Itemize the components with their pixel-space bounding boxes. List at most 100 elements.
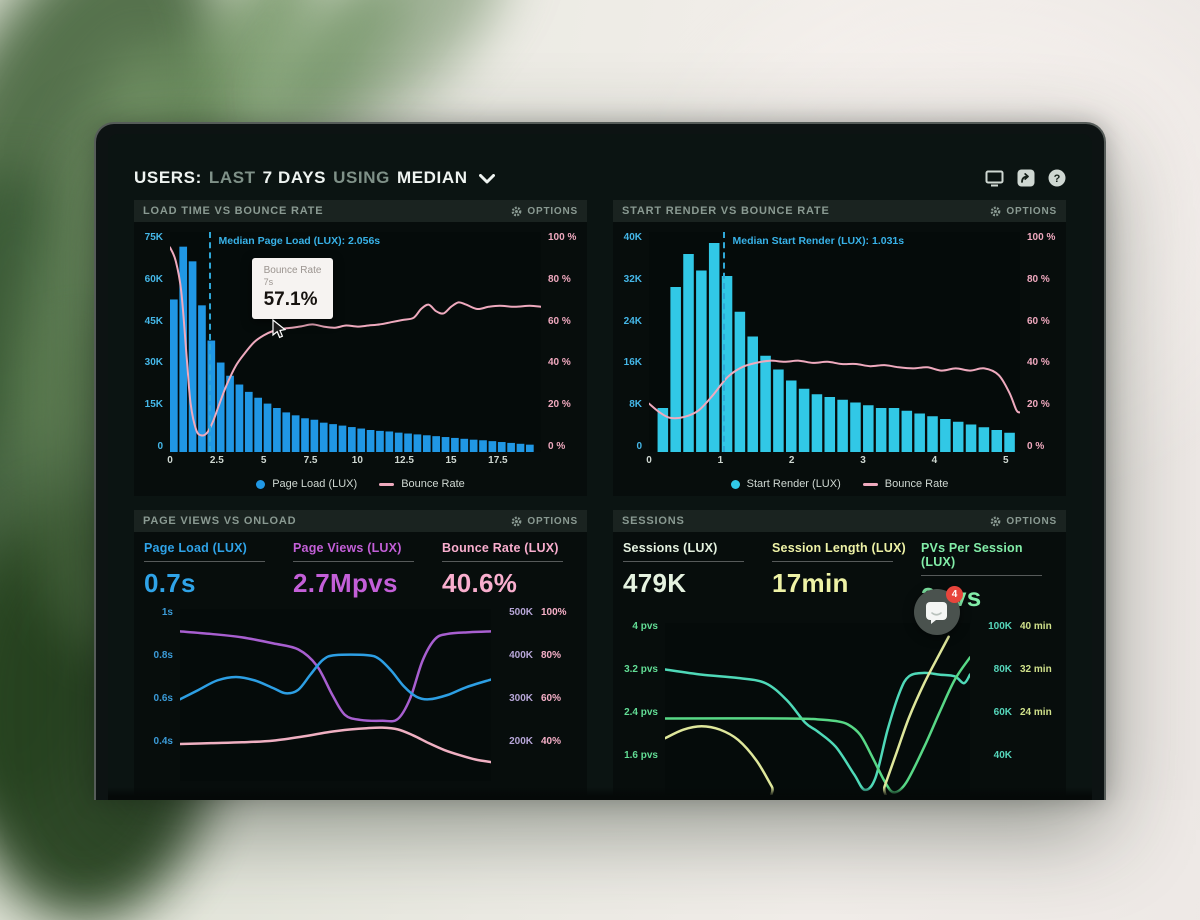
axis-tick-label: 40K xyxy=(623,232,642,243)
axis-tick-label: 80K xyxy=(993,664,1012,676)
median-label: Median Start Render (LUX): 1.031s xyxy=(732,235,905,247)
title-segment: LAST xyxy=(208,168,256,187)
x-axis: 0 2.5 5 7.5 10 12.5 15 17.5 xyxy=(167,455,541,470)
gear-icon xyxy=(512,206,522,216)
tooltip-title: Bounce Rate xyxy=(263,265,322,277)
axis-tick-label: 0.8s xyxy=(153,650,173,662)
chart-legend: Page Load (LUX) Bounce Rate xyxy=(134,472,587,496)
title-segment: 7 DAYS xyxy=(262,168,327,187)
chat-widget-button[interactable]: 4 xyxy=(914,586,963,635)
y-axis-left: 40K 32K 24K 16K 8K 0 xyxy=(613,232,649,452)
sessions-line-chart-plot[interactable] xyxy=(665,623,970,795)
axis-tick-label: 7.5 xyxy=(303,455,318,466)
axis-tick-row: 60K 24 min xyxy=(978,707,1064,718)
axis-tick-label: 20 % xyxy=(548,399,571,411)
metric-label: Page Load (LUX) xyxy=(144,541,248,555)
options-button[interactable]: OPTIONS xyxy=(511,206,578,217)
legend-item[interactable]: Page Load (LUX) xyxy=(256,478,357,490)
panel-start-render-vs-bounce-rate: START RENDER VS BOUNCE RATE OPTIONS 40K 3… xyxy=(613,200,1066,496)
legend-dot xyxy=(730,479,740,489)
metric-label: Bounce Rate (LUX) xyxy=(442,541,559,555)
axis-tick-label: 5 xyxy=(1002,455,1009,466)
axis-tick-label: 100 % xyxy=(548,232,577,243)
metric-value: 0.7s xyxy=(144,568,196,598)
axis-tick-row: 80K 32 min xyxy=(978,664,1064,675)
help-icon[interactable]: ? xyxy=(1047,169,1066,188)
axis-tick-label: 100% xyxy=(541,607,567,619)
metric-page-views: Page Views (LUX) 2.7Mpvs xyxy=(293,541,428,599)
metric-label: PVs Per Session (LUX) xyxy=(921,541,1023,569)
report-scope-dropdown[interactable]: USERS: LAST 7 DAYS USING MEDIAN xyxy=(134,168,495,188)
axis-tick-label: 1.6 pvs xyxy=(624,750,658,762)
options-button[interactable]: OPTIONS xyxy=(511,516,578,527)
axis-tick-label: 100 % xyxy=(1027,232,1056,243)
title-segment: USERS: xyxy=(134,168,202,187)
legend-line xyxy=(862,482,878,486)
axis-tick-label: 0 % xyxy=(548,440,566,452)
tooltip-value: 57.1% xyxy=(263,289,318,311)
metric-bounce-rate: Bounce Rate (LUX) 40.6% xyxy=(442,541,577,599)
options-button[interactable]: OPTIONS xyxy=(990,516,1057,527)
gear-icon xyxy=(991,206,1001,216)
header-toolbar: ? xyxy=(985,169,1066,188)
axis-tick-label: 60 % xyxy=(1027,315,1050,327)
median-marker-line xyxy=(208,232,211,452)
axis-tick-label: 80 % xyxy=(548,273,571,285)
median-label: Median Page Load (LUX): 2.056s xyxy=(218,235,381,247)
axis-tick-label: 500K xyxy=(509,607,533,619)
load-time-histogram-plot[interactable]: Median Page Load (LUX): 2.056s Bounce Ra… xyxy=(170,232,541,452)
axis-tick-label: 200K xyxy=(509,736,533,748)
metric-divider xyxy=(144,561,265,562)
legend-line xyxy=(379,482,395,486)
legend-label: Page Load (LUX) xyxy=(272,478,358,490)
median-marker-line xyxy=(722,232,725,452)
metric-page-load: Page Load (LUX) 0.7s xyxy=(144,541,279,599)
axis-tick-label: 60K xyxy=(144,273,163,285)
options-label: OPTIONS xyxy=(527,515,578,527)
metric-row: Sessions (LUX) 479K Session Length (LUX)… xyxy=(613,532,1066,619)
metric-divider xyxy=(293,561,414,562)
axis-tick-label: 0 xyxy=(157,440,163,452)
legend-item[interactable]: Start Render (LUX) xyxy=(730,478,841,490)
start-render-histogram-plot[interactable]: Median Start Render (LUX): 1.031s xyxy=(649,232,1020,452)
axis-tick-label: 15 xyxy=(445,455,457,466)
panel-header: START RENDER VS BOUNCE RATE OPTIONS xyxy=(613,200,1066,222)
y-axis-left: 4 pvs 3.2 pvs 2.4 pvs 1.6 pvs xyxy=(613,621,665,795)
y-axis-left: 75K 60K 45K 30K 15K 0 xyxy=(134,232,170,452)
metric-divider xyxy=(623,561,744,562)
panel-title: SESSIONS xyxy=(622,515,685,527)
options-button[interactable]: OPTIONS xyxy=(990,206,1057,217)
title-segment: MEDIAN xyxy=(396,168,468,187)
sessions-line-chart xyxy=(665,623,970,795)
axis-tick-label: 40 % xyxy=(548,357,571,369)
onload-line-chart-plot[interactable] xyxy=(180,609,491,781)
load-time-histogram xyxy=(170,232,541,452)
axis-tick-label: 1 xyxy=(717,455,724,466)
legend-item[interactable]: Bounce Rate xyxy=(862,478,948,490)
svg-text:?: ? xyxy=(1053,173,1060,185)
metric-sessions: Sessions (LUX) 479K xyxy=(623,541,758,613)
share-icon[interactable] xyxy=(1016,169,1035,188)
chart-area: 4 pvs 3.2 pvs 2.4 pvs 1.6 pvs 100K 40 min 80K… xyxy=(613,621,1066,795)
axis-tick-label: 24K xyxy=(623,315,642,327)
y-axis-right: 100K 40 min 80K 32 min 60K 24 min 40K xyxy=(970,621,1066,795)
x-axis: 0 1 2 3 4 5 xyxy=(646,455,1020,470)
axis-tick-label: 20 % xyxy=(1027,399,1050,411)
metric-label: Page Views (LUX) xyxy=(293,541,402,555)
metric-divider xyxy=(921,575,1042,576)
legend-label: Bounce Rate xyxy=(401,478,465,490)
legend-item[interactable]: Bounce Rate xyxy=(379,478,465,490)
axis-tick-row: 500K 100% xyxy=(499,607,585,618)
metric-value: 479K xyxy=(623,568,687,598)
axis-tick-label: 0.4s xyxy=(153,736,173,748)
axis-tick-label: 0 % xyxy=(1027,440,1045,452)
axis-tick-label: 60 % xyxy=(548,315,571,327)
metric-label: Session Length (LUX) xyxy=(772,541,906,555)
display-icon[interactable] xyxy=(985,169,1004,188)
axis-tick-label: 300K xyxy=(509,693,533,705)
axis-tick-label: 2.5 xyxy=(209,455,224,466)
gear-icon xyxy=(512,516,522,526)
metric-divider xyxy=(772,561,893,562)
axis-tick-label: 32K xyxy=(623,273,642,285)
panel-header: SESSIONS OPTIONS xyxy=(613,510,1066,532)
